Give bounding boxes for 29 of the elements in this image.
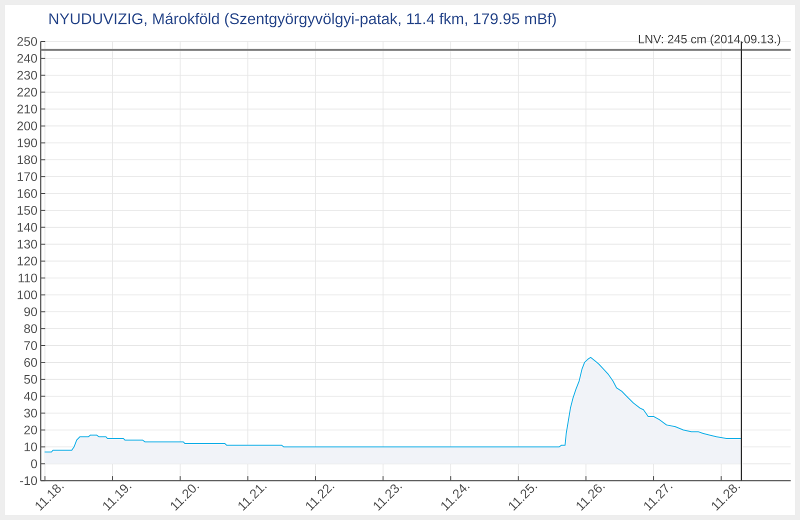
y-tick-label: 130	[18, 240, 38, 249]
y-tick-label: 90	[24, 307, 38, 316]
y-tick-label: 140	[18, 222, 38, 232]
y-tick-label: -10	[20, 476, 38, 486]
y-tick-label: 80	[24, 324, 38, 334]
y-tick-label: 40	[24, 392, 38, 401]
chart-title: NYUDUVIZIG, Márokföld (Szentgyörgyvölgyi-patak, 11.4 fkm, 179.95 mBf)	[49, 12, 556, 28]
y-tick-label: 230	[17, 70, 38, 80]
y-tick-label: 210	[17, 104, 38, 114]
y-tick-label: 20	[24, 426, 38, 434]
y-tick-label: 50	[24, 374, 38, 384]
y-tick-label: 200	[17, 122, 38, 130]
y-tick-label: 100	[18, 290, 38, 300]
y-tick-label: 70	[24, 341, 38, 350]
y-tick-label: 110	[18, 274, 38, 282]
y-tick-label: 150	[18, 206, 38, 215]
y-tick-label: 60	[24, 358, 38, 367]
y-tick-label: 160	[18, 189, 38, 198]
y-tick-label: 10	[24, 442, 38, 452]
y-tick-label: 120	[18, 256, 38, 266]
ref-line-label: LNV: 245 cm (2014.09.13.)	[638, 34, 780, 46]
y-tick-label: 180	[18, 155, 38, 164]
y-tick-label: 30	[24, 408, 38, 418]
y-tick-label: 190	[18, 138, 38, 148]
y-tick-label: 220	[17, 88, 38, 97]
y-tick-label: 170	[18, 172, 38, 182]
y-tick-label: 0	[31, 459, 38, 468]
y-tick-label: 250	[17, 37, 38, 46]
y-tick-label: 240	[17, 54, 38, 63]
